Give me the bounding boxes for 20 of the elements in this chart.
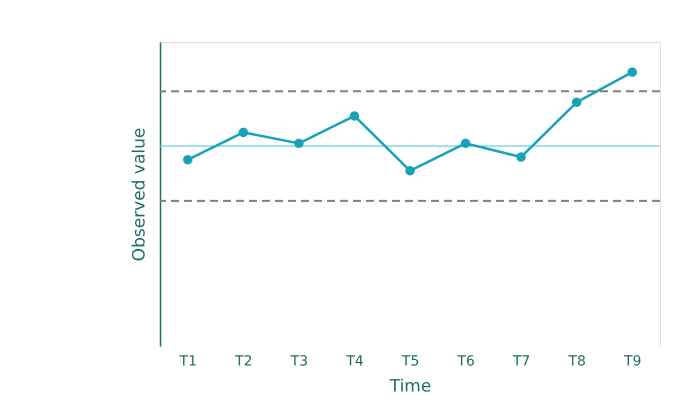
point: [294, 138, 304, 148]
x-tick-label: T3: [290, 354, 308, 370]
point: [460, 138, 470, 148]
x-tick-label: T2: [234, 354, 253, 370]
x-tick-label: T4: [345, 354, 364, 370]
point: [572, 98, 582, 107]
x-tick-label: T6: [456, 354, 475, 370]
point: [183, 155, 193, 164]
x-axis-title: Time: [388, 376, 432, 396]
x-tick-label: T8: [567, 354, 586, 370]
point: [238, 128, 248, 138]
point: [627, 67, 637, 77]
x-tick-label: T5: [400, 354, 420, 370]
point: [350, 111, 360, 121]
x-tick-label: T7: [512, 354, 530, 370]
x-tick-label: T1: [178, 354, 198, 370]
point: [405, 166, 415, 176]
x-tick-label: T9: [622, 354, 642, 370]
y-axis-title: Observed value: [130, 128, 150, 262]
point: [516, 152, 526, 162]
